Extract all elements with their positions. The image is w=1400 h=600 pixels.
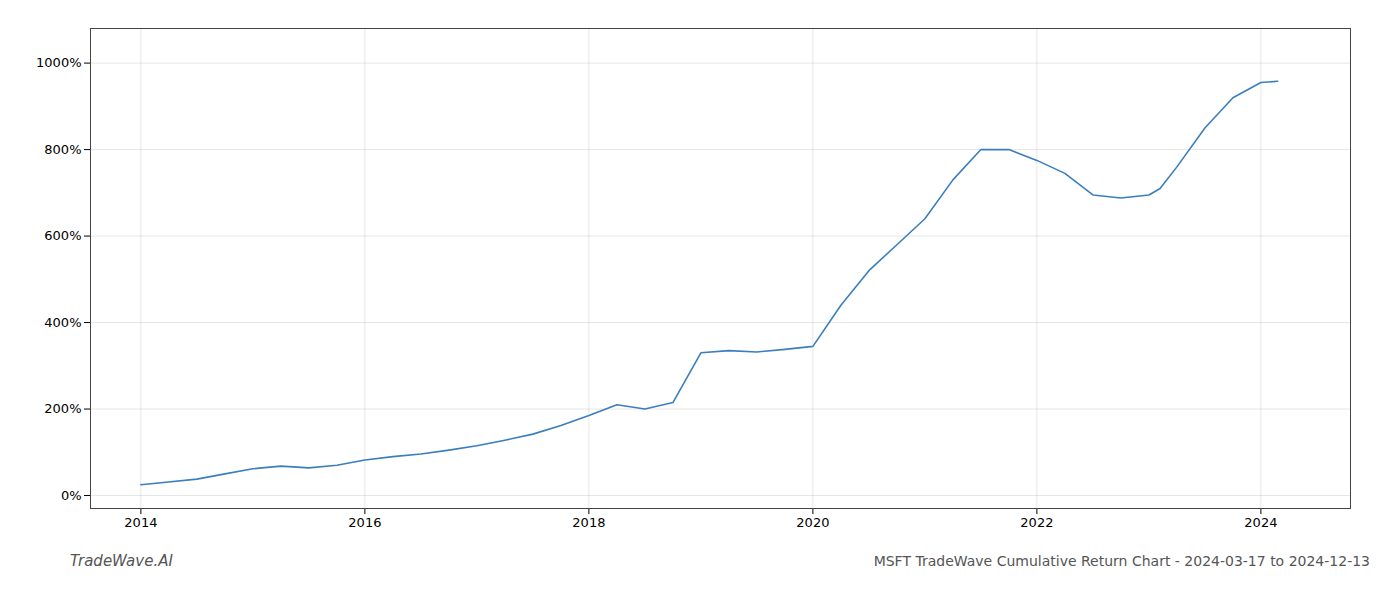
- svg-text:2018: 2018: [572, 515, 605, 530]
- svg-text:200%: 200%: [44, 401, 81, 416]
- svg-text:600%: 600%: [44, 228, 81, 243]
- svg-text:800%: 800%: [44, 142, 81, 157]
- svg-text:2022: 2022: [1020, 515, 1053, 530]
- svg-text:0%: 0%: [61, 488, 82, 503]
- svg-text:2014: 2014: [124, 515, 157, 530]
- svg-text:2016: 2016: [348, 515, 381, 530]
- html-text:TradeWave.AI: TradeWave.AI: [70, 552, 173, 570]
- svg-text:1000%: 1000%: [36, 55, 81, 70]
- svg-text:2024: 2024: [1244, 515, 1277, 530]
- html-text:MSFT TradeWave Cumulative Retu: MSFT TradeWave Cumulative Return Chart -…: [873, 553, 1370, 569]
- svg-text:400%: 400%: [44, 315, 81, 330]
- svg-text:2020: 2020: [796, 515, 829, 530]
